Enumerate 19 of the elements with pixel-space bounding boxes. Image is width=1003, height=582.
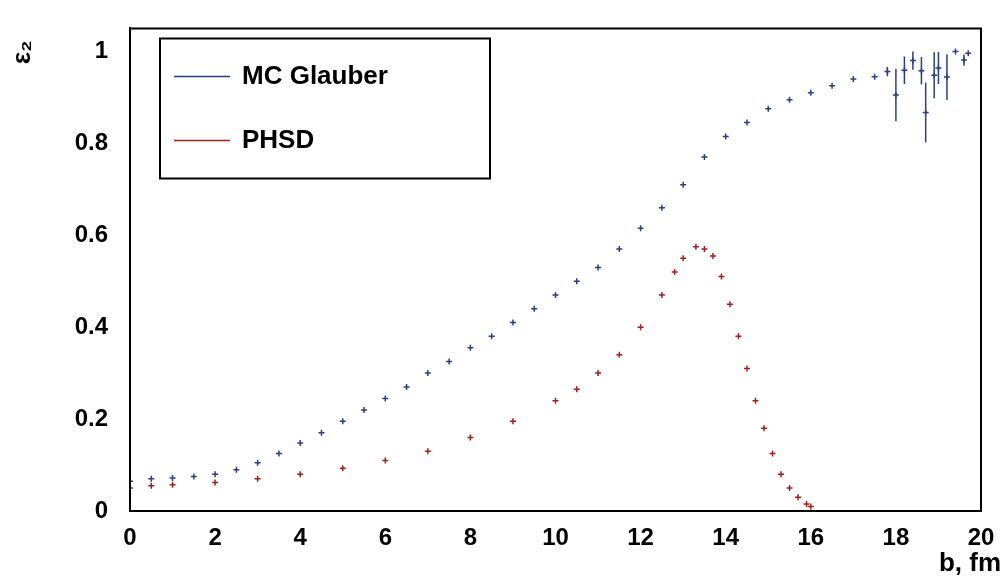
y-tick-label: 0.8 xyxy=(74,127,108,155)
x-tick-label: 0 xyxy=(123,523,137,551)
x-tick-label: 10 xyxy=(542,523,569,551)
legend-label: PHSD xyxy=(242,123,315,154)
y-tick-label: 0.4 xyxy=(74,311,109,339)
y-tick-label: 0.6 xyxy=(74,219,108,247)
y-tick-label: 1 xyxy=(94,36,108,64)
y-tick-label: 0.2 xyxy=(74,403,108,431)
x-tick-label: 12 xyxy=(627,523,654,551)
y-tick-label: 0 xyxy=(94,495,108,523)
x-tick-label: 8 xyxy=(463,523,478,551)
x-tick-label: 2 xyxy=(208,523,222,551)
y-axis-title: ε₂ xyxy=(6,40,37,65)
x-tick-label: 16 xyxy=(797,523,825,551)
x-tick-label: 6 xyxy=(378,523,392,551)
x-tick-label: 4 xyxy=(293,523,308,551)
legend-label: MC Glauber xyxy=(242,59,388,90)
x-tick-label: 14 xyxy=(712,523,740,551)
x-tick-label: 18 xyxy=(882,523,910,551)
